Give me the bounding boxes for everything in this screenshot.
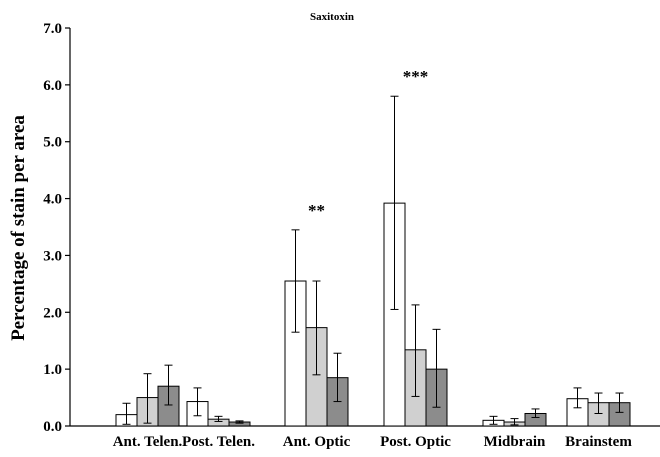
category-labels: Ant. Telen. Post. Telen. Ant. Optic Post. O… — [113, 434, 633, 450]
y-tick-label: 3.0 — [43, 248, 62, 264]
significance-marker: *** — [403, 67, 429, 86]
y-ticks: 0.0 1.0 2.0 3.0 4.0 5.0 6.0 7.0 — [43, 21, 70, 435]
y-tick-label: 5.0 — [43, 135, 62, 151]
y-tick-label: 4.0 — [43, 192, 62, 208]
category-label: Midbrain — [484, 434, 546, 450]
significance-marker: ** — [308, 201, 325, 220]
category-label: Post. Telen. — [182, 434, 255, 450]
y-tick-label: 1.0 — [43, 362, 62, 378]
bars — [115, 202, 631, 427]
category-label: Post. Optic — [380, 434, 451, 450]
y-tick-label: 2.0 — [43, 305, 62, 321]
y-tick-label: 0.0 — [43, 419, 62, 435]
y-tick-label: 6.0 — [43, 78, 62, 94]
chart-title: Saxitoxin — [310, 11, 354, 23]
significance-markers: ***** — [308, 67, 428, 220]
y-axis-label: Percentage of stain per area — [8, 115, 29, 341]
error-bars — [122, 95, 624, 426]
category-label: Ant. Optic — [283, 434, 351, 450]
y-tick-label: 7.0 — [43, 21, 62, 37]
category-label: Brainstem — [565, 434, 632, 450]
category-label: Ant. Telen. — [113, 434, 183, 450]
